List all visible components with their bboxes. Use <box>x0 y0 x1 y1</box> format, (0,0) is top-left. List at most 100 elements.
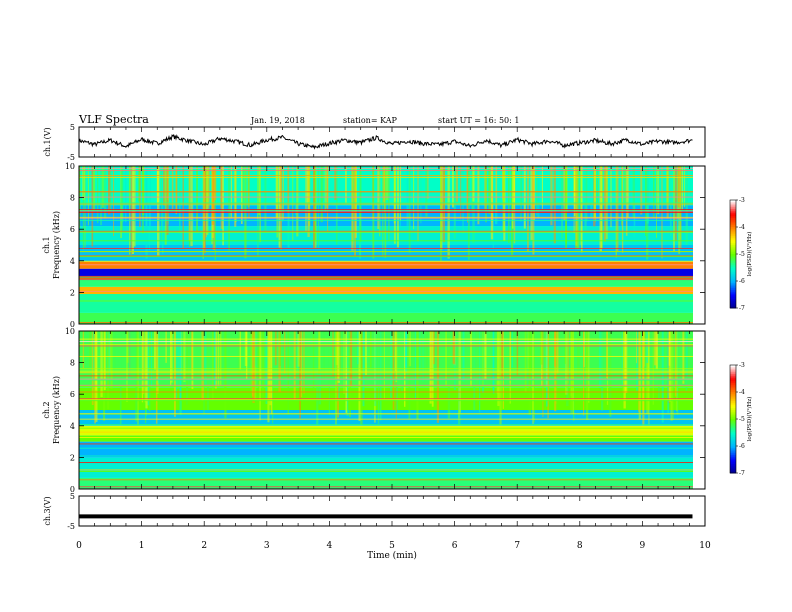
spectrogram-streak <box>137 331 139 426</box>
spectrogram-streak <box>155 331 158 424</box>
spectrogram-streak <box>147 331 150 406</box>
spectrogram-streak <box>343 331 345 394</box>
colorbar-segment <box>730 209 736 212</box>
y-tick-label: -5 <box>67 153 75 162</box>
colorbar-segment <box>730 207 736 210</box>
colorbar-segment <box>730 268 736 271</box>
colorbar-segment <box>730 279 736 282</box>
spectrogram-streak <box>297 331 300 367</box>
spectrogram-streak <box>234 166 237 227</box>
spectrogram-line <box>79 418 693 420</box>
spectrogram-empty <box>693 166 705 324</box>
colorbar-segment <box>730 420 736 424</box>
spectrogram-streak <box>669 166 672 237</box>
spectrogram-streak <box>420 166 422 224</box>
spectrogram-streak <box>625 331 628 393</box>
colorbar-tick-label: -5 <box>739 416 745 423</box>
spectrogram-line <box>79 424 693 426</box>
spectrogram-streak <box>495 331 498 381</box>
x-tick-label: 7 <box>514 541 520 551</box>
spectrogram-streak <box>584 166 587 231</box>
x-axis-label: Time (min) <box>367 550 417 561</box>
spectrogram-streak <box>382 166 384 258</box>
spectrogram-line <box>79 191 693 193</box>
spectrogram-line <box>79 447 693 449</box>
spectrogram-streak <box>154 331 157 370</box>
y-axis-label: ch.1(V) <box>43 127 52 156</box>
colorbar-segment <box>730 401 736 404</box>
colorbar-segment <box>730 422 736 425</box>
colorbar-segment <box>730 451 736 454</box>
spectrogram-streak <box>265 331 268 404</box>
spectrogram-streak <box>126 331 128 402</box>
colorbar-tick-label: -4 <box>739 224 745 231</box>
spectrogram-streak <box>222 166 224 246</box>
y-tick-label: -5 <box>67 522 75 531</box>
spectrogram-streak <box>148 166 151 250</box>
colorbar-segment <box>730 375 736 379</box>
spectrogram-streak <box>565 166 567 244</box>
spectrogram-streak <box>189 331 191 385</box>
spectrogram-streak <box>317 166 319 249</box>
spectrogram-streak <box>258 166 261 215</box>
colorbar-segment <box>730 203 736 206</box>
y-axis-label: Frequency (kHz) <box>52 376 61 444</box>
spectrogram-streak <box>138 166 141 202</box>
colorbar-segment <box>730 261 736 264</box>
colorbar-segment <box>730 218 736 221</box>
spectrogram-streak <box>100 166 102 226</box>
spectrogram-streak <box>165 331 167 363</box>
spectrogram-line <box>79 300 693 302</box>
colorbar-segment <box>730 408 736 411</box>
spectrogram-line <box>79 384 693 386</box>
y-tick-label: 8 <box>70 194 75 203</box>
spectrogram-streak <box>646 166 649 224</box>
spectrogram-line <box>79 379 693 381</box>
spectrogram-streak <box>320 166 323 223</box>
colorbar-segment <box>730 227 736 230</box>
spectrogram-streak <box>642 331 645 426</box>
spectrogram-line <box>79 203 693 205</box>
spectrogram-streak <box>640 166 643 215</box>
spectrogram-streak <box>533 331 535 423</box>
spectrogram-streak <box>175 166 178 213</box>
spectrogram-band <box>79 435 693 442</box>
ch1-trace <box>78 133 693 150</box>
colorbar-segment <box>730 277 736 280</box>
spectrogram-streak <box>511 331 514 368</box>
x-tick-label: 6 <box>452 541 458 551</box>
spectrogram-streak <box>89 331 92 367</box>
spectrogram-streak <box>318 331 321 370</box>
y-tick-label: 0 <box>70 320 75 329</box>
spectrogram-streak <box>440 166 442 261</box>
spectrogram-streak <box>174 331 176 417</box>
spectrogram-streak <box>82 331 85 369</box>
spectrogram-streak <box>530 331 533 372</box>
spectrogram-streak <box>540 331 543 365</box>
spectrogram-streak <box>299 331 301 419</box>
colorbar-segment <box>730 471 736 474</box>
spectrogram-streak <box>196 166 198 233</box>
spectrogram-streak <box>211 331 214 401</box>
x-tick-label: 2 <box>201 541 207 551</box>
spectrogram-streak <box>458 331 461 425</box>
spectrogram-streak <box>179 331 182 401</box>
spectrogram-line <box>79 368 693 370</box>
x-tick-label: 9 <box>640 541 646 551</box>
spectrogram-streak <box>110 166 112 212</box>
spectrogram-streak <box>360 331 363 426</box>
spectrogram-line <box>79 255 693 257</box>
spectrogram-streak <box>598 331 602 388</box>
colorbar-segment <box>730 455 736 458</box>
spectrogram-streak <box>645 166 647 236</box>
spectrogram-streak <box>623 331 626 409</box>
spectrogram-streak <box>399 166 402 221</box>
spectrogram-streak <box>203 166 205 248</box>
spectrogram-line <box>79 398 693 400</box>
x-tick-label: 0 <box>76 541 82 551</box>
colorbar-segment <box>730 383 736 386</box>
spectrogram-streak <box>580 166 582 246</box>
time-axis: 0 1 2 3 4 5 6 7 8 9 10 Time (min) <box>76 541 711 561</box>
spectrogram-band <box>79 477 693 489</box>
